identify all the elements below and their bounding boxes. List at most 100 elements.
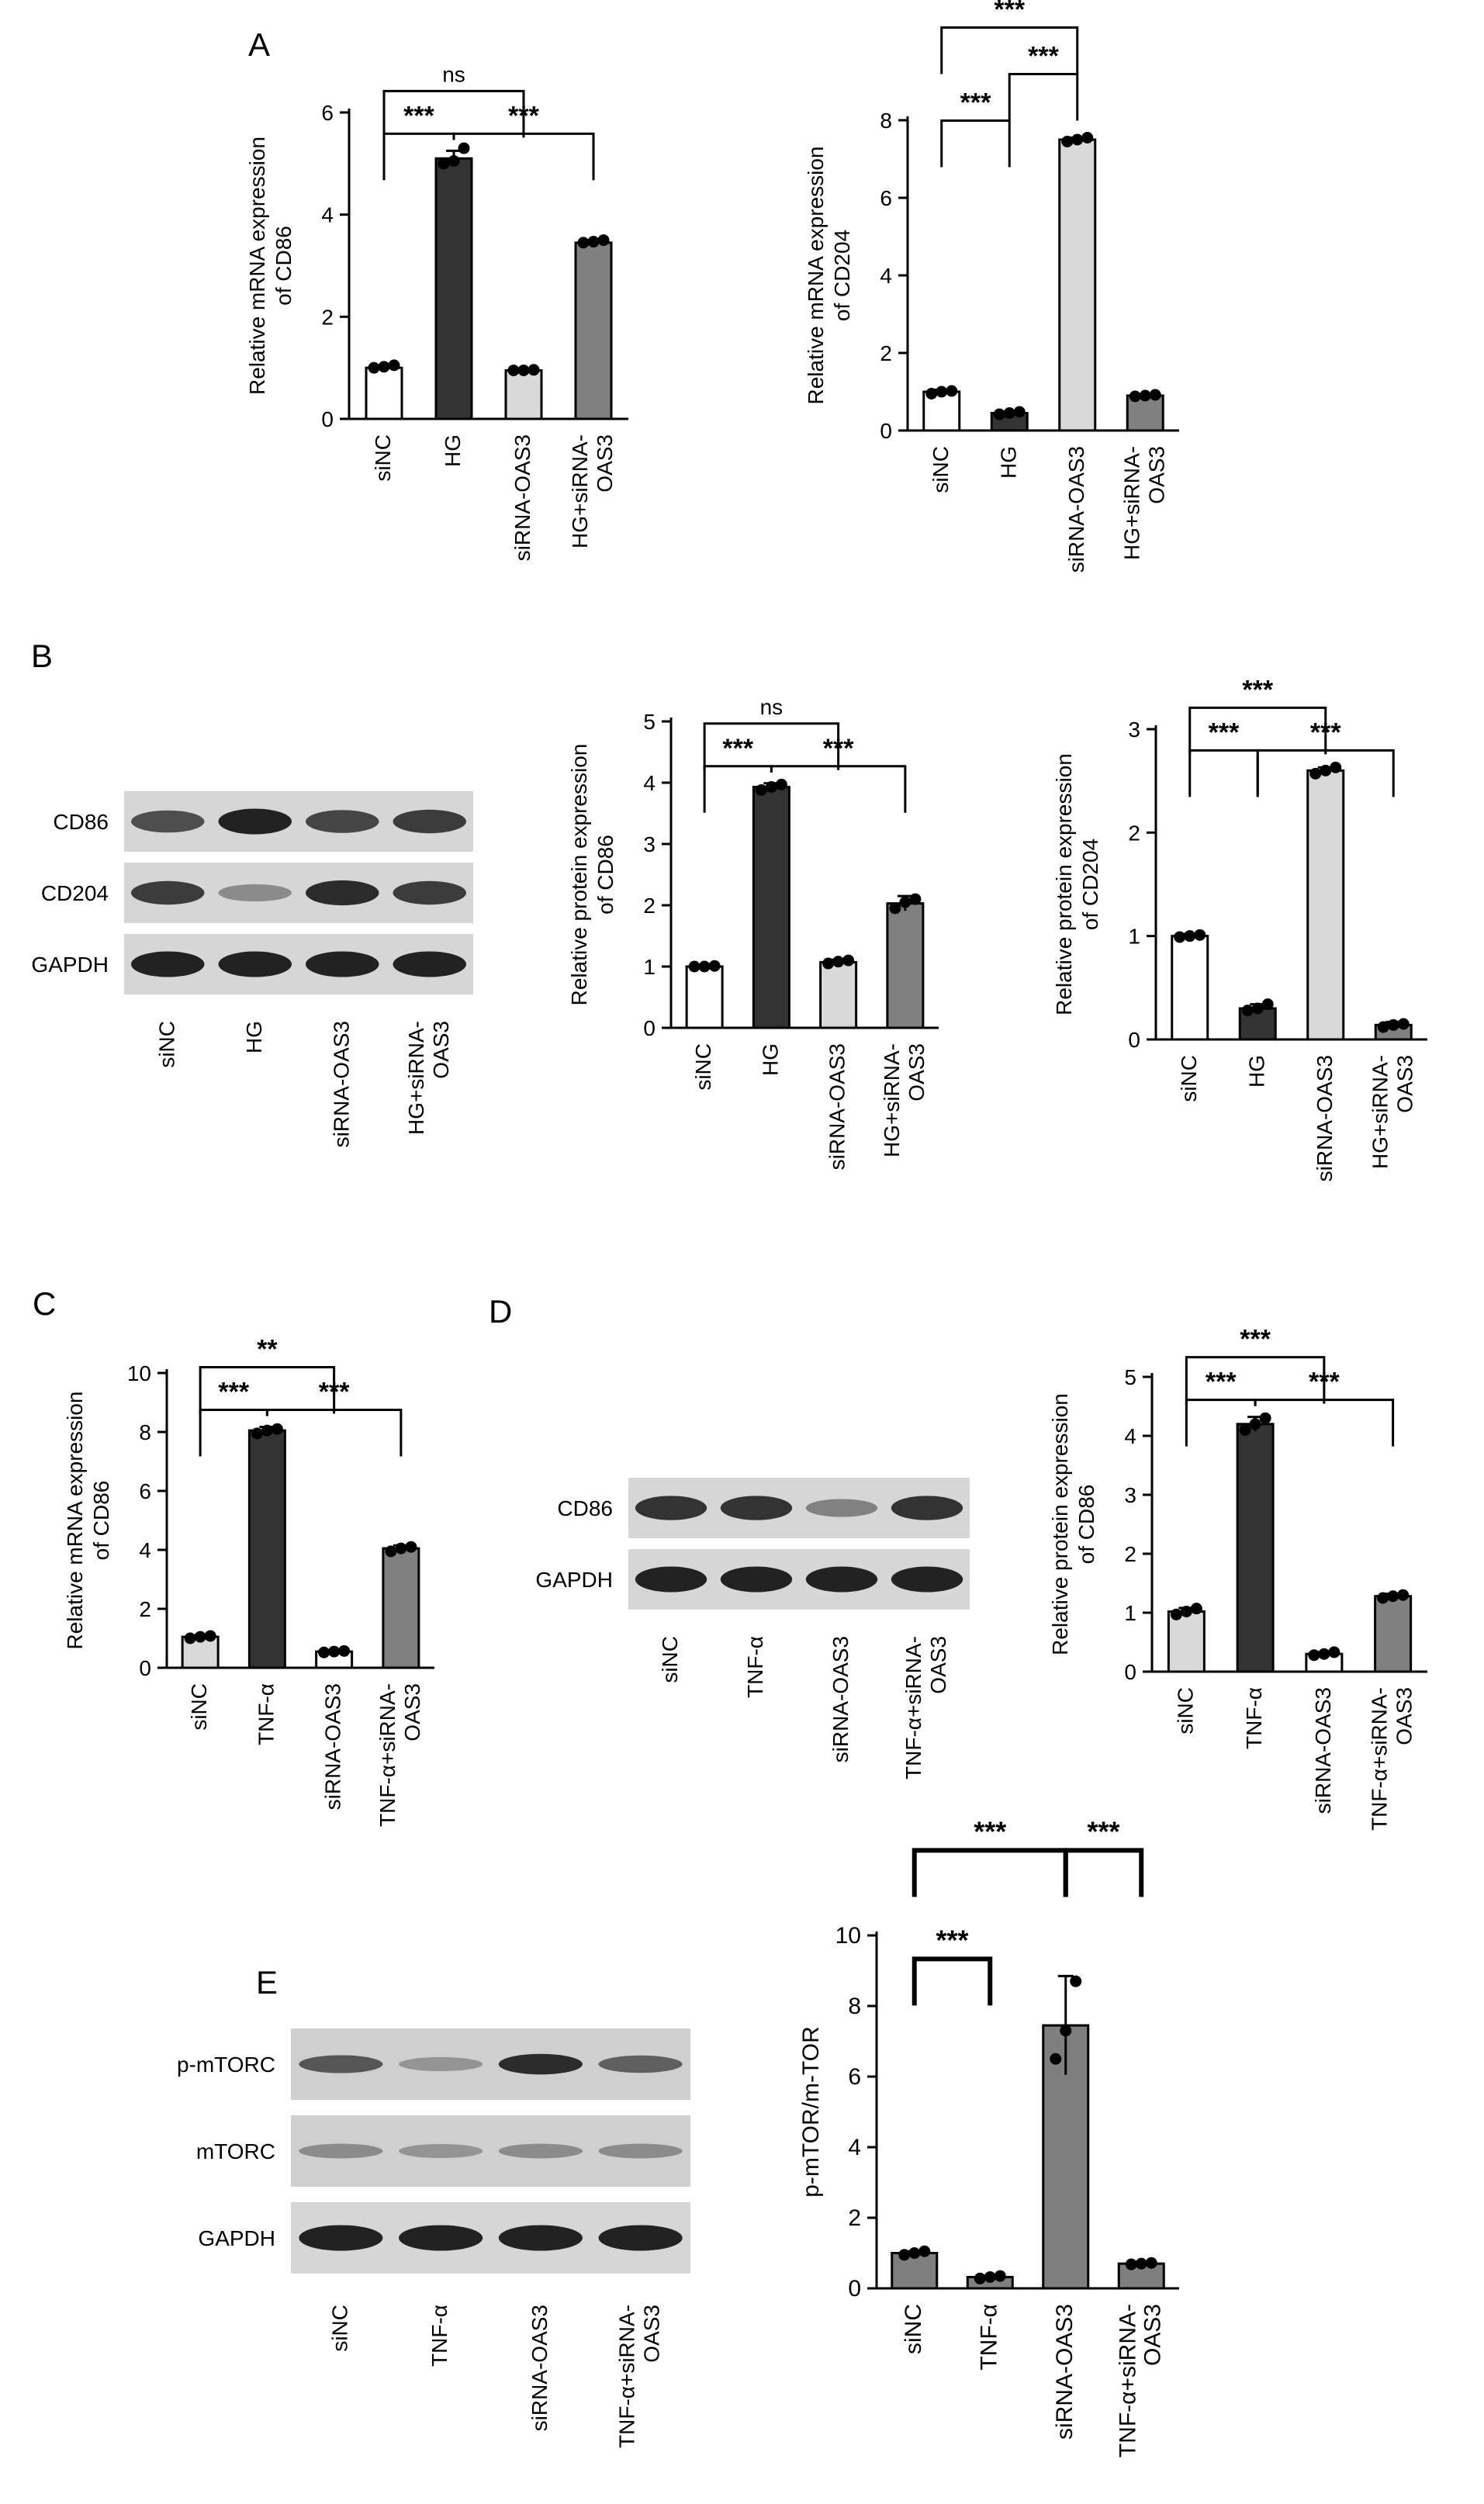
- data-point: [251, 1427, 263, 1440]
- x-tick-label: TNF-α+siRNA-OAS3: [1115, 2304, 1165, 2457]
- blot-row-label: CD204: [41, 881, 109, 905]
- data-point: [1050, 2053, 1062, 2065]
- blot-band: [393, 809, 466, 834]
- significance-label: ***: [960, 88, 991, 118]
- significance-label: ***: [1028, 42, 1059, 71]
- data-point: [1135, 2257, 1147, 2270]
- data-point: [1308, 1649, 1320, 1662]
- data-point: [1180, 1605, 1192, 1617]
- significance-label: ***: [403, 101, 434, 130]
- y-axis-label: Relative mRNA expression of CD204: [804, 146, 854, 404]
- y-tick-label: 0: [139, 1656, 151, 1680]
- significance-label: **: [257, 1335, 278, 1364]
- data-point: [338, 1645, 351, 1657]
- data-point: [388, 359, 400, 372]
- blot-band: [805, 1499, 878, 1517]
- panel-letter-a: A: [248, 26, 270, 63]
- data-point: [385, 1545, 397, 1558]
- x-tick-label-text: TNF-α: [254, 1683, 278, 1745]
- blot-row-label: CD86: [557, 1496, 613, 1520]
- data-point: [1387, 1590, 1399, 1603]
- x-tick-label: siNC: [1173, 1687, 1197, 1734]
- x-tick-label-text: HG: [996, 446, 1020, 479]
- y-axis-label-text: Relative protein expression of CD204: [1052, 753, 1102, 1015]
- data-point: [1318, 1648, 1330, 1660]
- blot-band: [306, 880, 379, 906]
- bar-1: [247, 1429, 286, 1669]
- data-point: [438, 157, 450, 170]
- x-tick-label-text: HG: [1244, 1055, 1268, 1088]
- x-tick-label-text: TNF-α+siRNA-OAS3: [1115, 2304, 1165, 2457]
- y-tick-label: 4: [643, 771, 656, 795]
- bar-3: [382, 1547, 420, 1669]
- x-tick-label: HG+siRNA-OAS3: [1368, 1055, 1417, 1169]
- data-point: [1259, 1412, 1271, 1424]
- blot-band: [306, 810, 379, 833]
- blot-band: [399, 2143, 483, 2159]
- x-tick-label-text: siNC: [371, 434, 395, 482]
- significance-bracket: [940, 26, 1079, 74]
- blot-row-label: GAPDH: [31, 953, 109, 977]
- y-tick-label: 8: [848, 1994, 861, 2019]
- blot-lane-label: siRNA-OAS3: [329, 1021, 353, 1147]
- y-tick-label: 6: [139, 1479, 151, 1503]
- blot-row-label: CD86: [53, 810, 109, 834]
- data-point: [1129, 390, 1141, 403]
- x-tick-label-text: siNC: [691, 1043, 715, 1091]
- data-point: [909, 893, 922, 905]
- significance-label: ***: [1240, 1325, 1271, 1354]
- bar-3: [574, 241, 613, 420]
- blot-band: [598, 2225, 683, 2251]
- y-tick-label: 4: [1124, 1424, 1136, 1448]
- y-axis-label: p-mTOR/m-TOR: [798, 2026, 824, 2198]
- y-tick-label: 6: [848, 2064, 861, 2090]
- chart-d1: 0 1 2 3 4 5 Relative protein expression of CD86…: [1048, 1325, 1427, 1831]
- panel-letter-d: D: [489, 1293, 512, 1330]
- panel-letter-e: E: [256, 1964, 278, 2001]
- y-axis-label: Relative protein expression of CD204: [1052, 753, 1102, 1015]
- data-point: [528, 364, 540, 376]
- y-tick-label: 5: [1124, 1365, 1136, 1389]
- blot-band: [598, 2143, 683, 2159]
- x-tick-label-text: siRNA-OAS3: [321, 1683, 345, 1810]
- data-point: [458, 142, 470, 154]
- blot-lane-label-text: TNF-α+siRNA-OAS3: [615, 2305, 664, 2448]
- y-tick-label: 2: [1128, 821, 1140, 845]
- x-tick-label: HG: [1244, 1055, 1268, 1088]
- y-tick-label: 2: [643, 894, 656, 918]
- blot-lane-label: siNC: [327, 2305, 351, 2352]
- data-point: [1070, 1975, 1082, 1987]
- data-point: [597, 234, 610, 247]
- x-tick-label: HG+siRNA-OAS3: [1119, 446, 1168, 560]
- x-tick-label-text: siNC: [1173, 1687, 1197, 1734]
- x-tick-label: siNC: [901, 2304, 926, 2354]
- blot-band: [218, 808, 292, 835]
- blot-band: [635, 1496, 707, 1520]
- data-point: [261, 1424, 273, 1437]
- blot-lane-label-text: siRNA-OAS3: [329, 1021, 353, 1147]
- x-tick-label-text: HG: [758, 1043, 782, 1076]
- data-point: [587, 236, 600, 248]
- blot-lane-label-text: TNF-α: [427, 2305, 451, 2367]
- data-point: [1261, 998, 1274, 1011]
- blot-band: [299, 2055, 383, 2073]
- y-tick-label: 2: [321, 305, 334, 329]
- data-point: [974, 2272, 986, 2284]
- data-point: [936, 386, 948, 398]
- x-tick-label: siNC: [929, 446, 953, 493]
- blot-band: [393, 951, 466, 977]
- significance-bracket: [382, 89, 525, 138]
- blot-band: [131, 951, 205, 977]
- blotB-western-blot: CD86 CD204 GAPDH siNC HG siRNA-OAS3 HG+siRNA-O…: [31, 791, 473, 1147]
- significance-label: ***: [936, 1924, 968, 1956]
- x-tick-label-text: siRNA-OAS3: [1064, 446, 1088, 572]
- x-tick-label: siNC: [371, 434, 395, 482]
- x-tick-label-text: siRNA-OAS3: [1313, 1055, 1337, 1181]
- bar-2: [1058, 138, 1097, 432]
- x-tick-label: TNF-α: [976, 2304, 1001, 2371]
- y-tick-label: 4: [321, 203, 334, 227]
- data-point: [1330, 761, 1342, 773]
- significance-label: ***: [218, 1378, 249, 1407]
- blot-lane-label: HG: [242, 1021, 266, 1053]
- x-tick-label: siRNA-OAS3: [510, 434, 534, 561]
